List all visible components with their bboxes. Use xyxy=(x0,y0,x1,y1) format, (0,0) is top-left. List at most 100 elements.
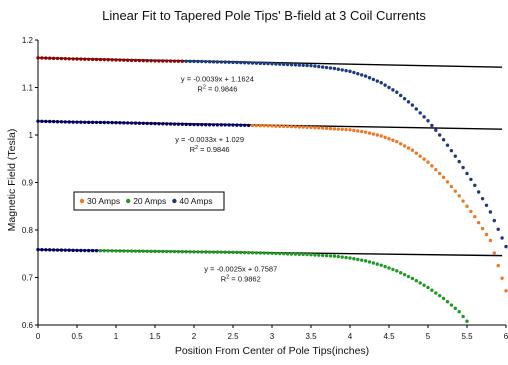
legend-label: 20 Amps xyxy=(133,196,166,206)
data-point xyxy=(324,253,329,258)
data-point xyxy=(371,77,376,82)
data-point xyxy=(305,252,309,257)
data-point xyxy=(184,122,188,127)
data-point xyxy=(211,60,216,64)
data-point xyxy=(129,121,134,125)
data-point xyxy=(418,111,422,115)
data-point xyxy=(246,251,251,255)
x-tick-label: 4.5 xyxy=(383,332,395,341)
axes: 0.6 0.7 0.8 0.9 1 1.1 1.2 0 0.5 1 1.5 2 2.5 3 3.5 4 4.5 5… xyxy=(22,36,508,341)
data-point xyxy=(262,251,266,255)
data-point xyxy=(246,123,251,128)
data-point xyxy=(453,189,457,193)
data-point xyxy=(207,250,212,254)
x-axis-title: Position From Center of Pole Tips(inches… xyxy=(175,345,369,357)
data-point xyxy=(293,252,298,256)
data-point xyxy=(36,247,40,252)
data-point xyxy=(262,124,266,128)
data-point xyxy=(328,126,333,131)
data-point xyxy=(465,171,469,176)
data-point xyxy=(282,124,286,129)
data-point xyxy=(67,57,71,61)
data-point xyxy=(274,62,278,66)
data-point xyxy=(51,248,56,252)
data-point xyxy=(453,154,457,158)
x-tick-label: 0 xyxy=(36,332,41,341)
data-point xyxy=(239,123,243,127)
legend-label: 40 Amps xyxy=(179,196,212,206)
data-point xyxy=(141,249,145,253)
data-point xyxy=(402,272,407,277)
data-point xyxy=(176,249,181,254)
data-point xyxy=(254,61,259,65)
data-point xyxy=(243,123,247,128)
data-point xyxy=(106,120,110,125)
data-point xyxy=(258,61,262,66)
data-point xyxy=(114,249,118,253)
data-point xyxy=(63,248,67,252)
data-point xyxy=(426,119,430,123)
data-point xyxy=(55,120,60,124)
data-point xyxy=(129,249,134,253)
data-point xyxy=(367,260,372,264)
data-point xyxy=(309,125,313,130)
data-point xyxy=(500,276,504,280)
data-point xyxy=(488,210,493,214)
data-point xyxy=(83,248,87,253)
data-point xyxy=(441,138,446,142)
data-point xyxy=(321,126,325,130)
data-point xyxy=(317,253,321,257)
data-point xyxy=(51,119,56,124)
data-point xyxy=(406,274,411,279)
x-tick-label: 1 xyxy=(114,332,119,341)
data-point xyxy=(157,249,161,254)
fit-equation: y = -0.0039x + 1.1624 xyxy=(181,74,254,83)
data-point xyxy=(180,250,184,254)
data-point xyxy=(165,122,169,126)
data-point xyxy=(410,103,415,107)
data-point xyxy=(473,215,477,219)
data-point xyxy=(161,122,165,126)
data-point xyxy=(445,300,450,304)
data-point xyxy=(196,250,200,254)
data-point xyxy=(235,60,239,65)
x-tick-label: 3.5 xyxy=(305,332,317,341)
data-point xyxy=(352,128,356,133)
data-point xyxy=(254,251,259,255)
data-point xyxy=(79,248,83,253)
data-point xyxy=(110,120,114,125)
data-point xyxy=(270,251,274,255)
r-squared-label: R2 = 0.9862 xyxy=(221,274,261,283)
data-point xyxy=(55,248,60,252)
data-point xyxy=(110,58,114,62)
data-point xyxy=(360,129,364,134)
data-point xyxy=(172,59,177,63)
data-point xyxy=(274,124,278,128)
data-point xyxy=(344,255,348,260)
data-point xyxy=(98,57,103,62)
data-point xyxy=(391,267,395,272)
data-point xyxy=(379,263,383,267)
data-point xyxy=(44,119,48,124)
data-point xyxy=(59,120,64,124)
data-point xyxy=(67,120,71,124)
data-point xyxy=(176,122,181,126)
data-point xyxy=(278,62,282,66)
data-point xyxy=(379,81,383,85)
data-point xyxy=(106,58,110,62)
data-point xyxy=(239,250,243,255)
data-point xyxy=(344,127,348,132)
data-point xyxy=(445,180,450,184)
data-point xyxy=(141,58,145,63)
data-point xyxy=(488,238,493,243)
data-point xyxy=(137,249,142,253)
data-point xyxy=(141,121,145,126)
data-point xyxy=(250,61,255,65)
data-point xyxy=(360,73,364,77)
data-point xyxy=(106,249,110,253)
data-point xyxy=(188,250,192,254)
data-point xyxy=(340,68,344,72)
data-point xyxy=(434,167,438,172)
data-point xyxy=(313,64,317,68)
